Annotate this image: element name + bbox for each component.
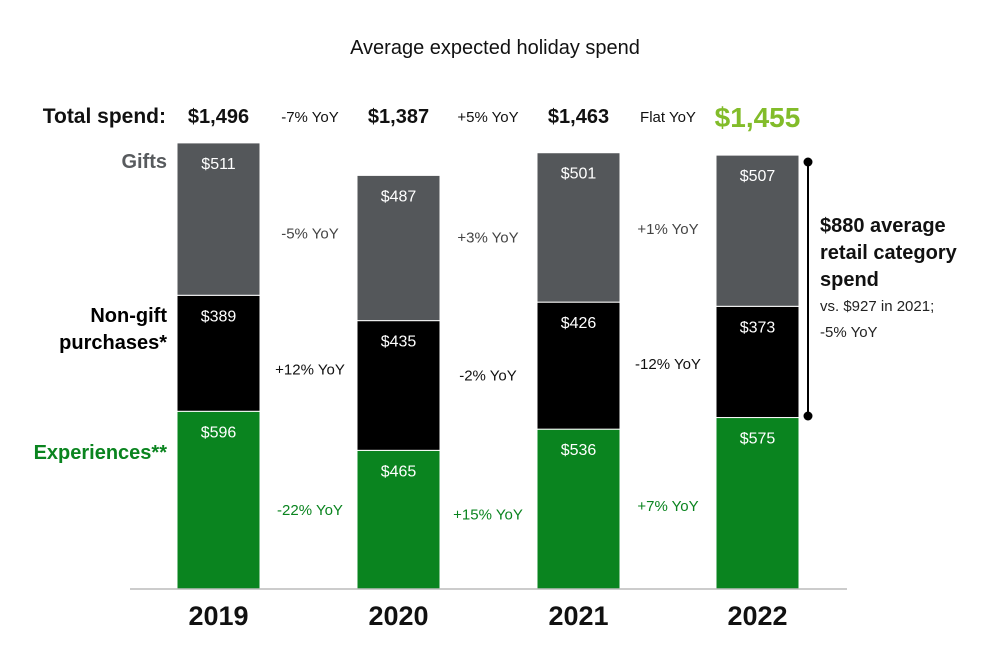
yoy-non-gift-purchases-2022: -12% YoY xyxy=(635,356,701,373)
data-label-gifts-2021: $501 xyxy=(561,166,597,183)
data-label-experiences-2021: $536 xyxy=(561,442,597,459)
labels-group: $596 $389 $511 $1,496 2019 $465 $435 $487 $1,387… xyxy=(34,102,801,631)
yoy-gifts-2021: +3% YoY xyxy=(457,230,518,247)
data-label-non-gift-purchases-2021: $426 xyxy=(561,315,597,332)
annotation-line-1: vs. $927 in 2021; xyxy=(820,298,934,315)
yoy-non-gift-purchases-2021: -2% YoY xyxy=(459,368,517,385)
yoy-experiences-2020: -22% YoY xyxy=(277,502,343,519)
series-label-experiences-line-1: Experiences** xyxy=(34,442,168,464)
total-yoy-2021: +5% YoY xyxy=(457,109,518,126)
annotation-bold-line-2: retail category xyxy=(820,242,958,264)
chart-title: Average expected holiday spend xyxy=(350,37,640,59)
series-label-non-gift-purchases-line-1: Non-gift xyxy=(90,305,167,327)
x-tick-label-2021: 2021 xyxy=(548,601,608,631)
total-value-2019: $1,496 xyxy=(188,106,249,128)
series-label-gifts-line-1: Gifts xyxy=(121,151,167,173)
bar-experiences-2020 xyxy=(356,449,441,590)
bar-gifts-2020 xyxy=(356,174,441,322)
bars-group xyxy=(176,142,800,590)
data-label-non-gift-purchases-2019: $389 xyxy=(201,308,237,325)
data-label-experiences-2019: $596 xyxy=(201,424,237,441)
bar-gifts-2022 xyxy=(715,154,800,307)
annotation-bracket-top-dot xyxy=(803,157,813,167)
data-label-non-gift-purchases-2020: $435 xyxy=(381,334,417,351)
total-spend-label: Total spend: xyxy=(43,105,166,128)
x-tick-label-2020: 2020 xyxy=(368,601,428,631)
bar-non-gift-purchases-2021 xyxy=(536,301,621,430)
bar-non-gift-purchases-2022 xyxy=(715,305,800,419)
bar-gifts-2019 xyxy=(176,142,261,296)
bar-gifts-2021 xyxy=(536,152,621,303)
annotation-line-2: -5% YoY xyxy=(820,324,878,341)
yoy-experiences-2021: +15% YoY xyxy=(453,506,523,523)
x-tick-label-2022: 2022 xyxy=(727,601,787,631)
total-value-2022: $1,455 xyxy=(715,102,801,133)
annotation-bold-line-1: $880 average xyxy=(820,215,946,237)
bar-experiences-2022 xyxy=(715,417,800,590)
bar-non-gift-purchases-2019 xyxy=(176,294,261,412)
data-label-gifts-2019: $511 xyxy=(201,156,236,173)
total-yoy-2022: Flat YoY xyxy=(640,109,696,126)
data-label-experiences-2022: $575 xyxy=(740,431,776,448)
x-tick-label-2019: 2019 xyxy=(188,601,248,631)
annotation-bracket-bottom-dot xyxy=(803,411,813,421)
data-label-gifts-2022: $507 xyxy=(740,168,776,185)
bar-experiences-2019 xyxy=(176,410,261,590)
total-yoy-2020: -7% YoY xyxy=(281,109,339,126)
yoy-gifts-2020: -5% YoY xyxy=(281,226,339,243)
bar-non-gift-purchases-2020 xyxy=(356,320,441,451)
yoy-gifts-2022: +1% YoY xyxy=(637,221,698,238)
data-label-non-gift-purchases-2022: $373 xyxy=(740,319,776,336)
retail-spend-annotation: $880 average retail category spend vs. $… xyxy=(803,157,958,421)
total-value-2020: $1,387 xyxy=(368,106,429,128)
yoy-non-gift-purchases-2020: +12% YoY xyxy=(275,361,345,378)
annotation-bold-line-3: spend xyxy=(820,269,879,291)
series-label-non-gift-purchases-line-2: purchases* xyxy=(59,332,167,354)
total-value-2021: $1,463 xyxy=(548,106,609,128)
data-label-experiences-2020: $465 xyxy=(381,463,417,480)
data-label-gifts-2020: $487 xyxy=(381,188,417,205)
yoy-experiences-2022: +7% YoY xyxy=(637,498,698,515)
